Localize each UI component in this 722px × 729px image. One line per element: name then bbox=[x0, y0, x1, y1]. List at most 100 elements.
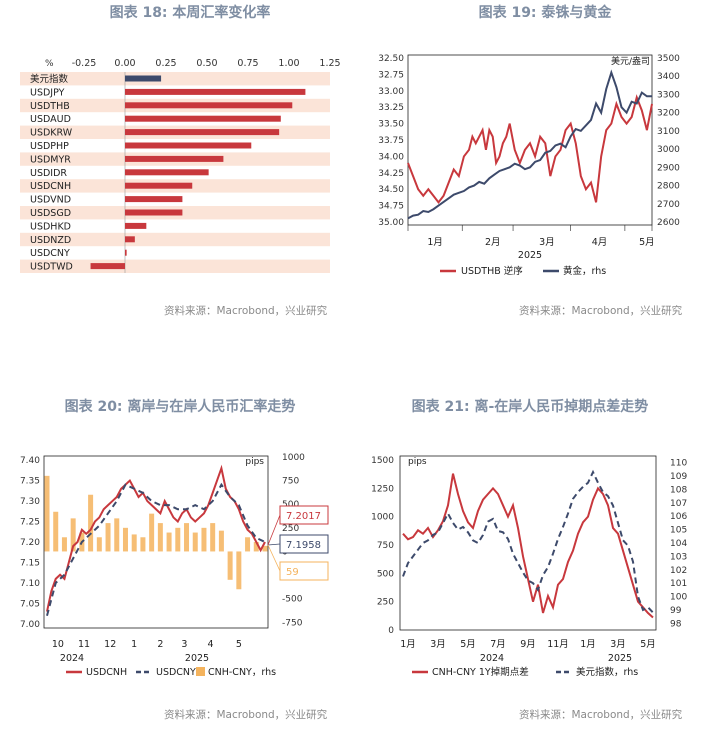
series-line-gold bbox=[407, 69, 652, 220]
cnh-cny-bar bbox=[53, 511, 59, 552]
annotation-leader bbox=[267, 544, 281, 572]
x-tick-label: 1月 bbox=[580, 639, 596, 650]
left-tick-label: 34.75 bbox=[378, 202, 404, 212]
cnh-cny-bar bbox=[184, 523, 190, 552]
category-label: USDHKD bbox=[30, 221, 71, 232]
chart-21-source: 资料来源：Macrobond，兴业研究 bbox=[519, 709, 683, 721]
right-tick-label: 101 bbox=[670, 579, 687, 589]
category-label: USDMYR bbox=[30, 154, 71, 165]
x-tick-label: 5月 bbox=[639, 237, 655, 248]
series-line-dxy bbox=[402, 469, 654, 614]
cnh-cny-bar bbox=[227, 551, 233, 580]
left-tick-label: 1500 bbox=[371, 456, 394, 466]
right-tick-label: 98 bbox=[670, 619, 682, 629]
left-tick-label: 7.15 bbox=[20, 558, 40, 568]
right-tick-label: 2700 bbox=[657, 200, 680, 210]
annotation-box bbox=[279, 561, 329, 581]
left-tick-label: 750 bbox=[377, 541, 394, 551]
left-tick-label: 7.40 bbox=[20, 456, 40, 466]
left-unit-label: pips bbox=[408, 457, 427, 467]
right-tick-label: 103 bbox=[670, 552, 687, 562]
x-tick-label: 5月 bbox=[640, 639, 656, 650]
series-line-swap-spread bbox=[402, 473, 654, 619]
bar-row-band bbox=[20, 232, 330, 247]
annotation-leader bbox=[267, 514, 281, 546]
x-tick-label: 3 bbox=[181, 639, 187, 650]
right-tick-label: 100 bbox=[670, 593, 687, 603]
left-tick-label: 7.25 bbox=[20, 518, 40, 528]
plot-frame bbox=[43, 455, 269, 629]
left-tick-label: 0 bbox=[388, 626, 394, 636]
bar bbox=[125, 88, 306, 95]
left-tick-label: 1250 bbox=[371, 484, 394, 494]
legend-label-cnh-cny: CNH-CNY，rhs bbox=[208, 667, 276, 678]
bar bbox=[125, 75, 162, 82]
left-tick-label: 33.50 bbox=[378, 120, 404, 130]
category-label: 美元指数 bbox=[30, 73, 69, 85]
cnh-cny-bar bbox=[210, 523, 216, 552]
x-tick-label: 1月 bbox=[400, 639, 416, 650]
annotation-box bbox=[279, 505, 329, 525]
x-tick-label: 1.00 bbox=[278, 58, 299, 69]
right-tick-label: 2900 bbox=[657, 163, 680, 173]
right-tick-label: 102 bbox=[670, 566, 687, 576]
right-tick-label: 3500 bbox=[657, 54, 680, 64]
x-tick-label: 1.25 bbox=[319, 58, 340, 69]
series-line-usdthb bbox=[407, 94, 653, 204]
x-tick-label: 2 bbox=[157, 639, 163, 650]
category-label: USDVND bbox=[30, 195, 71, 206]
year-label: 2025 bbox=[608, 653, 632, 664]
x-tick-label: 10 bbox=[52, 639, 64, 650]
x-tick-label: 0.75 bbox=[237, 58, 258, 69]
right-unit-label: 美元/盎司 bbox=[611, 55, 650, 67]
x-tick-label: 9月 bbox=[520, 639, 536, 650]
right-tick-label: 110 bbox=[670, 459, 687, 469]
cnh-cny-bar bbox=[131, 534, 137, 552]
left-tick-label: 1000 bbox=[371, 513, 394, 523]
category-label: USDNZD bbox=[30, 235, 71, 246]
x-tick-label: 0.50 bbox=[196, 58, 217, 69]
annotation-box bbox=[279, 534, 329, 554]
cnh-cny-bar bbox=[236, 551, 242, 590]
x-tick-label: 3月 bbox=[539, 237, 555, 248]
category-label: USDTWD bbox=[30, 262, 73, 273]
year-label: 2025 bbox=[518, 250, 542, 261]
left-tick-label: 7.05 bbox=[20, 599, 40, 609]
left-tick-label: 32.75 bbox=[378, 70, 404, 80]
bar bbox=[125, 182, 193, 189]
left-tick-label: 7.35 bbox=[20, 477, 40, 487]
x-tick-label: 1 bbox=[131, 639, 137, 650]
bar bbox=[125, 115, 281, 122]
cnh-cny-bar bbox=[262, 545, 268, 552]
bar-row-band bbox=[20, 259, 330, 273]
chart-21-title: 图表 21: 离-在岸人民币掉期点差走势 bbox=[411, 399, 649, 415]
category-label: USDJPY bbox=[30, 87, 65, 98]
category-label: USDSGD bbox=[30, 208, 71, 219]
x-tick-label: 5月 bbox=[460, 639, 476, 650]
legend-label-swap-spread: CNH-CNY 1Y掉期点差 bbox=[432, 666, 529, 678]
right-tick-label: 1000 bbox=[282, 453, 305, 463]
cnh-cny-bar bbox=[114, 518, 120, 552]
category-label: USDAUD bbox=[30, 114, 71, 125]
year-label: 2025 bbox=[185, 653, 209, 664]
cnh-cny-bar bbox=[96, 537, 102, 552]
year-label: 2024 bbox=[60, 653, 84, 664]
legend-label-usdthb: USDTHB 逆序 bbox=[461, 265, 523, 277]
left-tick-label: 500 bbox=[377, 569, 394, 579]
annotation-label: 59 bbox=[286, 567, 299, 578]
x-tick-label: 7月 bbox=[490, 639, 506, 650]
bar bbox=[125, 142, 252, 149]
bar bbox=[125, 129, 280, 136]
cnh-cny-bar bbox=[61, 537, 67, 552]
right-tick-label: 3100 bbox=[657, 127, 680, 137]
left-tick-label: 34.50 bbox=[378, 185, 404, 195]
legend-swatch-cnh-cny bbox=[196, 667, 205, 676]
left-tick-label: 35.00 bbox=[378, 218, 404, 228]
x-tick-label: 4月 bbox=[592, 237, 608, 248]
x-tick-label: 0.00 bbox=[114, 58, 135, 69]
left-tick-label: 7.00 bbox=[20, 620, 40, 630]
plot-frame bbox=[407, 54, 653, 226]
right-tick-label: 500 bbox=[282, 500, 299, 510]
